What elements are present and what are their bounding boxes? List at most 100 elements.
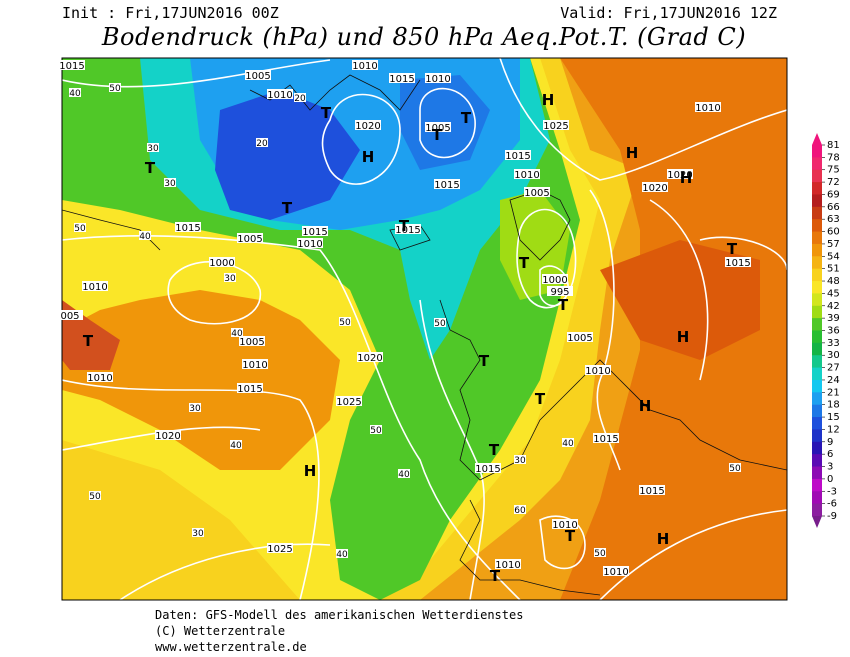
temperature-label-bg (164, 178, 176, 187)
legend-swatch (812, 392, 822, 406)
pressure-label-bg (239, 336, 265, 346)
legend-swatch (812, 454, 822, 468)
map-title: Bodendruck (hPa) und 850 hPa Aeq.Pot.T. … (101, 23, 746, 51)
temperature-label-bg (336, 549, 348, 558)
pressure-center: H (542, 91, 555, 109)
pressure-label: 1010 (695, 103, 720, 114)
legend-label: 42 (827, 301, 840, 312)
pressure-label: 1025 (336, 397, 361, 408)
temperature-label-bg (147, 143, 159, 152)
pressure-label: 1010 (552, 520, 577, 531)
footer-url: www.wetterzentrale.de (155, 640, 307, 654)
pressure-center: T (565, 527, 576, 545)
pressure-center: T (490, 567, 501, 585)
temperature-label-bg (109, 83, 121, 92)
temperature-label: 50 (729, 464, 741, 474)
legend-label: -3 (827, 486, 837, 497)
legend-label: 63 (827, 214, 840, 225)
pressure-center: T (321, 104, 332, 122)
pressure-center: T (461, 109, 472, 127)
temperature-label: 50 (594, 549, 606, 559)
pressure-label-bg (567, 332, 593, 342)
temperature-label: 30 (224, 274, 236, 284)
legend-swatch (812, 379, 822, 393)
pressure-label-bg (297, 238, 323, 248)
pressure-label: 1000 (209, 258, 234, 269)
temperature-label: 50 (89, 492, 101, 502)
legend-label: 66 (827, 202, 840, 213)
legend-label: 54 (827, 251, 840, 262)
temperature-label: 20 (294, 94, 306, 104)
pressure-label: 1005 (524, 188, 549, 199)
temperature-label-bg (189, 403, 201, 412)
pressure-label: 1010 (495, 560, 520, 571)
pressure-label-bg (475, 463, 501, 473)
legend-label: 78 (827, 152, 840, 163)
legend-label: -9 (827, 511, 837, 522)
pressure-label: 1005 (239, 337, 264, 348)
pressure-center: H (677, 328, 690, 346)
legend-swatch (812, 503, 822, 517)
pressure-center: T (727, 240, 738, 258)
pressure-center: T (535, 390, 546, 408)
pressure-label-bg (336, 396, 362, 406)
legend-label: 75 (827, 165, 840, 176)
pressure-label: 1015 (434, 180, 459, 191)
temperature-label-bg (339, 317, 351, 326)
temperature-label-bg (562, 438, 574, 447)
pressure-label: 1010 (603, 567, 628, 578)
temperature-label: 30 (189, 404, 201, 414)
temperature-label: 40 (562, 439, 574, 449)
temperature-label: 40 (398, 470, 410, 480)
pressure-label-bg (245, 70, 271, 80)
legend-swatch (812, 194, 822, 208)
temperature-label-bg (69, 88, 81, 97)
temperature-label: 50 (109, 84, 121, 94)
pressure-label: 1015 (175, 223, 200, 234)
pressure-label-bg (175, 222, 201, 232)
pressure-label-bg (603, 566, 629, 576)
legend-swatch (812, 305, 822, 319)
temperature-label: 60 (514, 506, 526, 516)
pressure-label: 1010 (297, 239, 322, 250)
valid-time: Valid: Fri,17JUN2016 12Z (560, 4, 777, 22)
pressure-label-bg (357, 352, 383, 362)
legend-swatch (812, 417, 822, 430)
pressure-center: H (639, 397, 652, 415)
pressure-label-bg (57, 310, 83, 320)
pressure-label-bg (237, 383, 263, 393)
pressure-label: 1015 (302, 227, 327, 238)
pressure-label: 1025 (267, 544, 292, 555)
legend-swatch (812, 330, 822, 344)
temperature-label-bg (514, 505, 526, 514)
pressure-label: 1005 (567, 333, 592, 344)
temperature-label-bg (256, 138, 268, 147)
pressure-label: 1010 (514, 170, 539, 181)
temperature-label-bg (192, 528, 204, 537)
pressure-label-bg (155, 430, 181, 440)
temperature-label-bg (594, 548, 606, 557)
legend-swatch (812, 231, 822, 245)
temperature-label: 50 (434, 319, 446, 329)
pressure-label-bg (552, 519, 578, 529)
pressure-label-bg (355, 120, 381, 130)
pressure-center: H (657, 530, 670, 548)
legend-swatch (812, 355, 822, 369)
pressure-label-bg (495, 559, 521, 569)
pressure-label: 1015 (389, 74, 414, 85)
legend-swatch (812, 145, 822, 158)
legend-swatch (812, 182, 822, 195)
pressure-label-bg (695, 102, 721, 112)
legend-swatch (812, 281, 822, 294)
pressure-label: 1015 (505, 151, 530, 162)
pressure-label-bg (267, 89, 293, 99)
temperature-label-bg (231, 328, 243, 337)
pressure-center: H (304, 462, 317, 480)
pressure-label: 1015 (395, 225, 420, 236)
temperature-label-bg (139, 231, 151, 240)
legend-swatch (812, 367, 822, 381)
pressure-label-bg (524, 187, 550, 197)
temperature-label-bg (370, 425, 382, 434)
